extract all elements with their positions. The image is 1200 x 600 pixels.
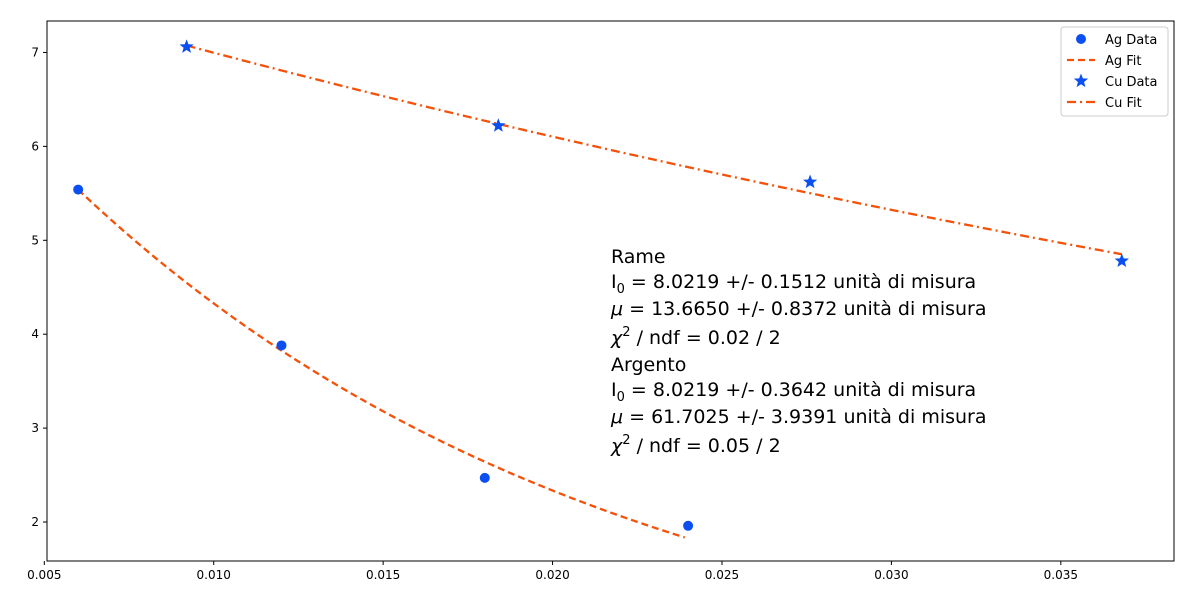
fit-results-annotation: Rame I0 = 8.0219 +/- 0.1512 unità di mis… [610,246,987,457]
plot-area [73,39,1129,539]
annotation-argento-i0: I0 = 8.0219 +/- 0.3642 unità di misura [611,379,976,405]
legend-box [1060,26,1169,117]
annotation-rame-chi2: χ2 / ndf = 0.02 / 2 [610,325,781,349]
annotation-argento-mu: μ = 61.7025 +/- 3.9391 unità di misura [610,406,987,428]
legend: Ag Data Ag Fit Cu Data Cu Fit [1060,26,1169,117]
cu-data-point [491,118,506,132]
x-axis: 0.005 0.010 0.015 0.020 0.025 0.030 0.035 [27,561,1078,582]
legend-label-cu-data: Cu Data [1105,75,1158,90]
legend-swatch-cu-data [1073,73,1089,88]
legend-label-ag-data: Ag Data [1105,33,1157,48]
x-tick-label: 0.025 [705,568,739,582]
ag-data-point [683,520,694,531]
annotation-rame-mu: μ = 13.6650 +/- 0.8372 unità di misura [610,298,987,320]
legend-label-cu-fit: Cu Fit [1105,96,1142,111]
annotation-argento-title: Argento [611,354,686,376]
x-tick-label: 0.010 [197,568,231,582]
ag-fit-line [77,188,686,539]
cu-data-point [802,174,818,189]
annotation-rame-title: Rame [611,246,666,268]
annotation-argento-chi2: χ2 / ndf = 0.05 / 2 [610,433,781,457]
ag-data-point [276,340,287,351]
y-tick-label: 5 [31,233,39,247]
plot-frame [46,20,1175,562]
x-tick-label: 0.005 [27,568,61,582]
ag-data-point [479,472,490,483]
cu-fit-line [186,44,1123,256]
y-axis: 2 3 4 5 6 7 [31,45,47,529]
annotation-rame-i0: I0 = 8.0219 +/- 0.1512 unità di misura [611,271,976,297]
x-tick-label: 0.020 [535,568,569,582]
x-tick-label: 0.035 [1044,568,1078,582]
legend-swatches [1067,34,1095,104]
x-tick-label: 0.030 [874,568,908,582]
ag-data-point [73,184,84,195]
y-tick-label: 6 [31,139,39,153]
legend-swatch-ag-data [1076,34,1086,44]
y-tick-label: 4 [31,327,39,341]
cu-data-point [1114,253,1129,268]
cu-data-point [179,39,194,53]
y-tick-label: 2 [31,515,39,529]
x-tick-label: 0.015 [366,568,400,582]
y-tick-label: 3 [31,421,39,435]
legend-label-ag-fit: Ag Fit [1105,54,1142,69]
y-tick-label: 7 [31,45,39,59]
